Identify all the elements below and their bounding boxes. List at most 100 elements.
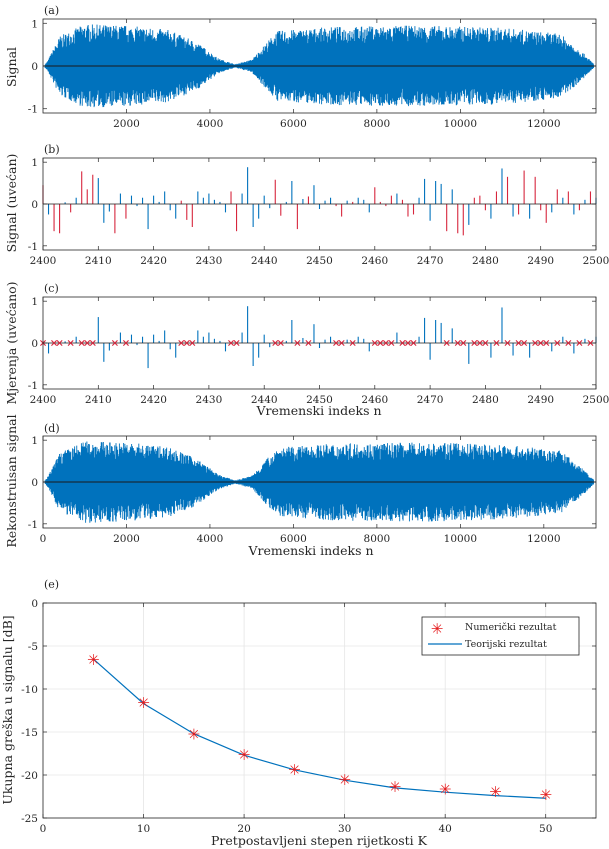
ytick-label: 0 [31, 338, 38, 350]
missing-marker-c [189, 340, 196, 346]
missing-marker-c [454, 340, 461, 346]
missing-marker-c [294, 340, 301, 346]
ytick-label: -1 [28, 519, 38, 531]
legend-box [421, 616, 580, 656]
ytick-label: 1 [31, 18, 38, 30]
xtick-label: 2490 [527, 394, 554, 406]
xtick-label: 2450 [306, 255, 333, 267]
ytick-label: -25 [21, 813, 38, 825]
missing-marker-c [67, 340, 74, 346]
xtick-label: 2440 [251, 394, 278, 406]
missing-marker-c [51, 340, 58, 346]
numeric-point: ✳ [539, 786, 552, 804]
panel-0-axes: 2000 4000 6000 8000 10000 12000 -1 0 1 [28, 18, 597, 130]
legend: ✳ Numerički rezultat Teorijski rezultat [421, 616, 580, 656]
missing-marker-c [493, 340, 500, 346]
ytick-label: -5 [28, 641, 38, 653]
ylabel-b: Signal (uvećan) [4, 154, 19, 253]
ytick-label: 0 [31, 598, 38, 610]
missing-marker-c [272, 340, 279, 346]
xtick-label: 8000 [364, 118, 391, 130]
missing-marker-c [305, 340, 312, 346]
xlabel-e: Pretpostavljeni stepen rijetkosti K [211, 833, 428, 848]
missing-marker-c [515, 340, 522, 346]
ytick-label: -15 [21, 727, 38, 739]
ylabel-e: Ukupna greška u signalu [dB] [0, 615, 15, 804]
xtick-label: 2450 [306, 394, 333, 406]
panel-label-e: (e) [44, 578, 59, 591]
xtick-label: 2500 [583, 255, 609, 267]
xtick-label: 2420 [140, 394, 167, 406]
missing-marker-c [399, 340, 406, 346]
xtick-label: 2490 [527, 255, 554, 267]
numeric-point: ✳ [137, 694, 150, 712]
ytick-label: -1 [28, 104, 38, 116]
numeric-point: ✳ [288, 761, 301, 779]
missing-marker-c [78, 340, 85, 346]
missing-marker-c [84, 340, 91, 346]
missing-marker-c [122, 340, 129, 346]
xlabel-c: Vremenski indeks n [255, 403, 381, 418]
ytick-label: -1 [28, 380, 38, 392]
panel-label-c: (c) [44, 282, 59, 295]
numeric-point: ✳ [338, 771, 351, 789]
xtick-label: 8000 [364, 533, 391, 545]
ytick-label: -1 [28, 241, 38, 253]
numeric-point: ✳ [238, 746, 251, 764]
xtick-label: 20 [237, 823, 250, 835]
xtick-label: 2500 [583, 394, 609, 406]
ytick-label: 1 [31, 435, 38, 447]
xtick-label: 2430 [196, 255, 223, 267]
ytick-label: -20 [21, 770, 38, 782]
numeric-point: ✳ [489, 783, 502, 801]
panel-label-a: (a) [44, 4, 59, 17]
ytick-label: -10 [21, 684, 38, 696]
missing-marker-c [56, 340, 63, 346]
panel-label-d: (d) [44, 422, 60, 435]
panel-label-b: (b) [44, 143, 60, 156]
panel-3-axes: 0 2000 4000 6000 8000 10000 12000-101 [28, 435, 597, 545]
xtick-label: 2000 [113, 533, 140, 545]
missing-marker-c [178, 340, 185, 346]
missing-marker-c [338, 340, 345, 346]
xtick-label: 30 [338, 823, 351, 835]
xtick-label: 2400 [30, 255, 57, 267]
xtick-label: 2430 [196, 394, 223, 406]
missing-marker-c [554, 340, 561, 346]
xtick-label: 2410 [85, 255, 112, 267]
missing-marker-c [565, 340, 572, 346]
xlabel-d: Vremenski indeks n [247, 543, 373, 558]
ylabel-d: Rekonstruisan signal [4, 414, 19, 547]
numeric-point: ✳ [87, 651, 100, 669]
missing-marker-c [404, 340, 411, 346]
xtick-label: 12000 [527, 118, 560, 130]
missing-marker-c [471, 340, 478, 346]
missing-marker-c [460, 340, 467, 346]
missing-marker-c [89, 340, 96, 346]
ytick-label: 0 [31, 199, 38, 211]
xtick-label: 2480 [472, 394, 499, 406]
xtick-label: 2470 [417, 255, 444, 267]
xtick-label: 2410 [85, 394, 112, 406]
missing-marker-c [382, 340, 389, 346]
missing-marker-c [228, 340, 235, 346]
panel-2-axes: 2400 2410 2420 2430 2440 2450 2460 2470 2480 2490… [28, 296, 609, 406]
xtick-label: 4000 [197, 533, 224, 545]
numeric-point: ✳ [439, 781, 452, 799]
missing-marker-c [111, 340, 118, 346]
numeric-point: ✳ [188, 726, 201, 744]
xtick-label: 10 [137, 823, 150, 835]
missing-marker-c [277, 340, 284, 346]
missing-marker-c [333, 340, 340, 346]
ylabel-a: Signal [4, 47, 19, 87]
numeric-point: ✳ [389, 778, 402, 796]
ytick-label: 0 [31, 477, 38, 489]
ytick-label: 0 [31, 61, 38, 73]
ylabel-c: Mjerenja (uvećano) [4, 281, 19, 404]
missing-marker-c [349, 340, 356, 346]
missing-marker-c [233, 340, 240, 346]
xtick-label: 2400 [30, 394, 57, 406]
xtick-label: 2470 [417, 394, 444, 406]
missing-marker-c [521, 340, 528, 346]
